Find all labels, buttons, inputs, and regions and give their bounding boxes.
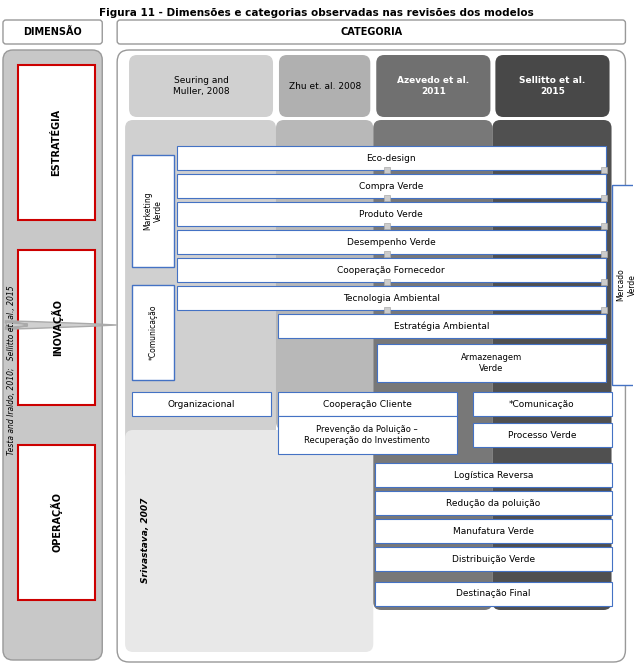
Bar bbox=[612, 185, 638, 385]
Bar bbox=[132, 392, 271, 416]
Text: OPERAÇÃO: OPERAÇÃO bbox=[50, 492, 63, 553]
Text: Produto Verde: Produto Verde bbox=[359, 210, 423, 218]
Text: *Comunicação: *Comunicação bbox=[509, 399, 575, 409]
FancyBboxPatch shape bbox=[495, 55, 609, 117]
Text: Seuring and
Muller, 2008: Seuring and Muller, 2008 bbox=[173, 76, 229, 96]
Text: Destinação Final: Destinação Final bbox=[456, 590, 531, 598]
Bar bbox=[375, 547, 612, 571]
Bar bbox=[473, 392, 612, 416]
Text: Distribuição Verde: Distribuição Verde bbox=[452, 555, 535, 563]
Bar bbox=[177, 202, 605, 226]
FancyBboxPatch shape bbox=[279, 55, 370, 117]
Bar bbox=[132, 285, 174, 380]
Text: Desempenho Verde: Desempenho Verde bbox=[347, 237, 436, 247]
Text: Logística Reversa: Logística Reversa bbox=[454, 470, 533, 480]
Bar bbox=[375, 463, 612, 487]
Text: ESTRATÉGIA: ESTRATÉGIA bbox=[52, 109, 62, 176]
Bar bbox=[473, 423, 612, 447]
Text: CATEGORIA: CATEGORIA bbox=[340, 27, 403, 37]
Text: Azevedo et al.
2011: Azevedo et al. 2011 bbox=[397, 76, 470, 96]
Bar bbox=[600, 195, 607, 201]
Bar bbox=[18, 65, 95, 220]
FancyBboxPatch shape bbox=[376, 55, 491, 117]
FancyBboxPatch shape bbox=[3, 20, 102, 44]
Text: Figura 11 - Dimensões e categorias observadas nas revisões dos modelos: Figura 11 - Dimensões e categorias obser… bbox=[100, 8, 534, 18]
Text: Marketing
Verde: Marketing Verde bbox=[143, 192, 163, 230]
Text: Manufatura Verde: Manufatura Verde bbox=[453, 527, 534, 535]
Bar bbox=[600, 167, 607, 173]
Text: Testa and Iraldo, 2010;   Sellitto et. al., 2015: Testa and Iraldo, 2010; Sellitto et. al.… bbox=[8, 285, 17, 455]
Bar bbox=[278, 392, 457, 416]
Text: Cooperação Cliente: Cooperação Cliente bbox=[323, 399, 412, 409]
Bar bbox=[600, 251, 607, 257]
Bar bbox=[384, 251, 390, 257]
FancyBboxPatch shape bbox=[276, 120, 373, 430]
Bar bbox=[377, 344, 605, 382]
Bar bbox=[18, 445, 95, 600]
Bar bbox=[132, 155, 174, 267]
Text: Sellitto et al.
2015: Sellitto et al. 2015 bbox=[519, 76, 586, 96]
Text: Tecnologia Ambiental: Tecnologia Ambiental bbox=[343, 293, 440, 302]
FancyBboxPatch shape bbox=[125, 430, 373, 652]
Bar bbox=[600, 223, 607, 229]
Bar bbox=[384, 167, 390, 173]
Text: *Comunicação: *Comunicação bbox=[149, 304, 158, 360]
Text: Cooperação Fornecedor: Cooperação Fornecedor bbox=[338, 265, 445, 275]
FancyBboxPatch shape bbox=[117, 50, 625, 662]
FancyBboxPatch shape bbox=[125, 120, 276, 480]
Bar bbox=[384, 279, 390, 285]
Bar bbox=[600, 279, 607, 285]
Text: Mercado
Verde: Mercado Verde bbox=[616, 269, 637, 302]
FancyBboxPatch shape bbox=[129, 55, 273, 117]
Bar bbox=[177, 258, 605, 282]
Text: Srivastava, 2007: Srivastava, 2007 bbox=[142, 497, 151, 583]
Text: INOVAÇÃO: INOVAÇÃO bbox=[50, 299, 63, 356]
Bar bbox=[177, 174, 605, 198]
Bar bbox=[384, 223, 390, 229]
Bar bbox=[384, 195, 390, 201]
Text: Prevenção da Poluição –
Recuperação do Investimento: Prevenção da Poluição – Recuperação do I… bbox=[304, 425, 430, 445]
FancyBboxPatch shape bbox=[3, 50, 102, 660]
Bar bbox=[375, 491, 612, 515]
Text: Armazenagem
Verde: Armazenagem Verde bbox=[461, 353, 522, 373]
Bar bbox=[375, 582, 612, 606]
Bar bbox=[177, 146, 605, 170]
Text: Estratégia Ambiental: Estratégia Ambiental bbox=[394, 321, 489, 331]
Text: Processo Verde: Processo Verde bbox=[508, 431, 576, 440]
Text: Eco-design: Eco-design bbox=[366, 153, 416, 163]
Text: DIMENSÃO: DIMENSÃO bbox=[23, 27, 82, 37]
Bar bbox=[278, 314, 605, 338]
Bar bbox=[177, 286, 605, 310]
Bar bbox=[177, 230, 605, 254]
Text: Zhu et. al. 2008: Zhu et. al. 2008 bbox=[288, 82, 360, 90]
Text: Compra Verde: Compra Verde bbox=[359, 182, 424, 190]
Bar bbox=[375, 519, 612, 543]
Bar bbox=[600, 307, 607, 313]
FancyBboxPatch shape bbox=[117, 20, 625, 44]
Text: Redução da poluição: Redução da poluição bbox=[446, 498, 540, 507]
Text: Organizacional: Organizacional bbox=[168, 399, 235, 409]
FancyBboxPatch shape bbox=[373, 120, 493, 610]
Bar bbox=[278, 416, 457, 454]
Bar bbox=[18, 250, 95, 405]
FancyBboxPatch shape bbox=[493, 120, 612, 610]
Bar bbox=[384, 307, 390, 313]
